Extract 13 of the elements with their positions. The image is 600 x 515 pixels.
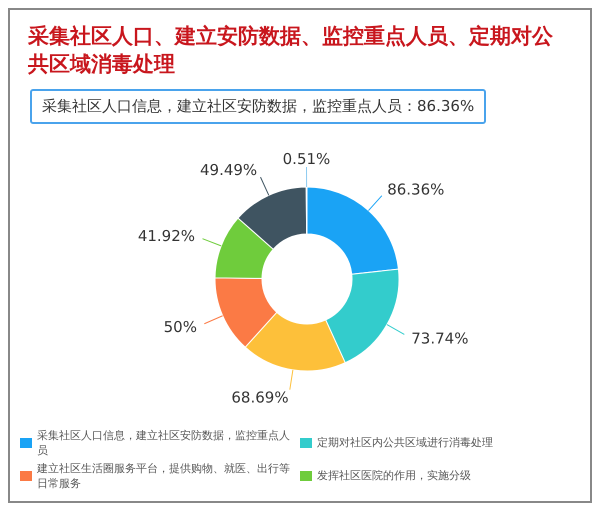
legend-label: 发挥社区医院的作用，实施分级 [317, 468, 471, 484]
legend-label: 定期对社区内公共区域进行消毒处理 [317, 435, 493, 450]
legend-label: 建立社区生活圈服务平台，提供购物、就医、出行等日常服务 [37, 460, 291, 491]
data-label: 86.36% [387, 180, 444, 198]
legend-label: 采集社区人口信息，建立社区安防数据，监控重点人员 [37, 428, 291, 458]
data-label: 49.49% [200, 160, 258, 179]
data-label: 41.92% [138, 226, 196, 245]
data-label: 0.51% [282, 150, 330, 168]
data-label: 50% [164, 318, 197, 336]
chart-title: 采集社区人口、建立安防数据、监控重点人员、定期对公共区域消毒处理 [27, 23, 554, 78]
text: 采集社区人口信息，建立社区安防数据，监控重点人员：86.36% [30, 88, 486, 124]
data-label: 68.69% [231, 388, 289, 406]
data-label: 73.74% [411, 329, 468, 348]
